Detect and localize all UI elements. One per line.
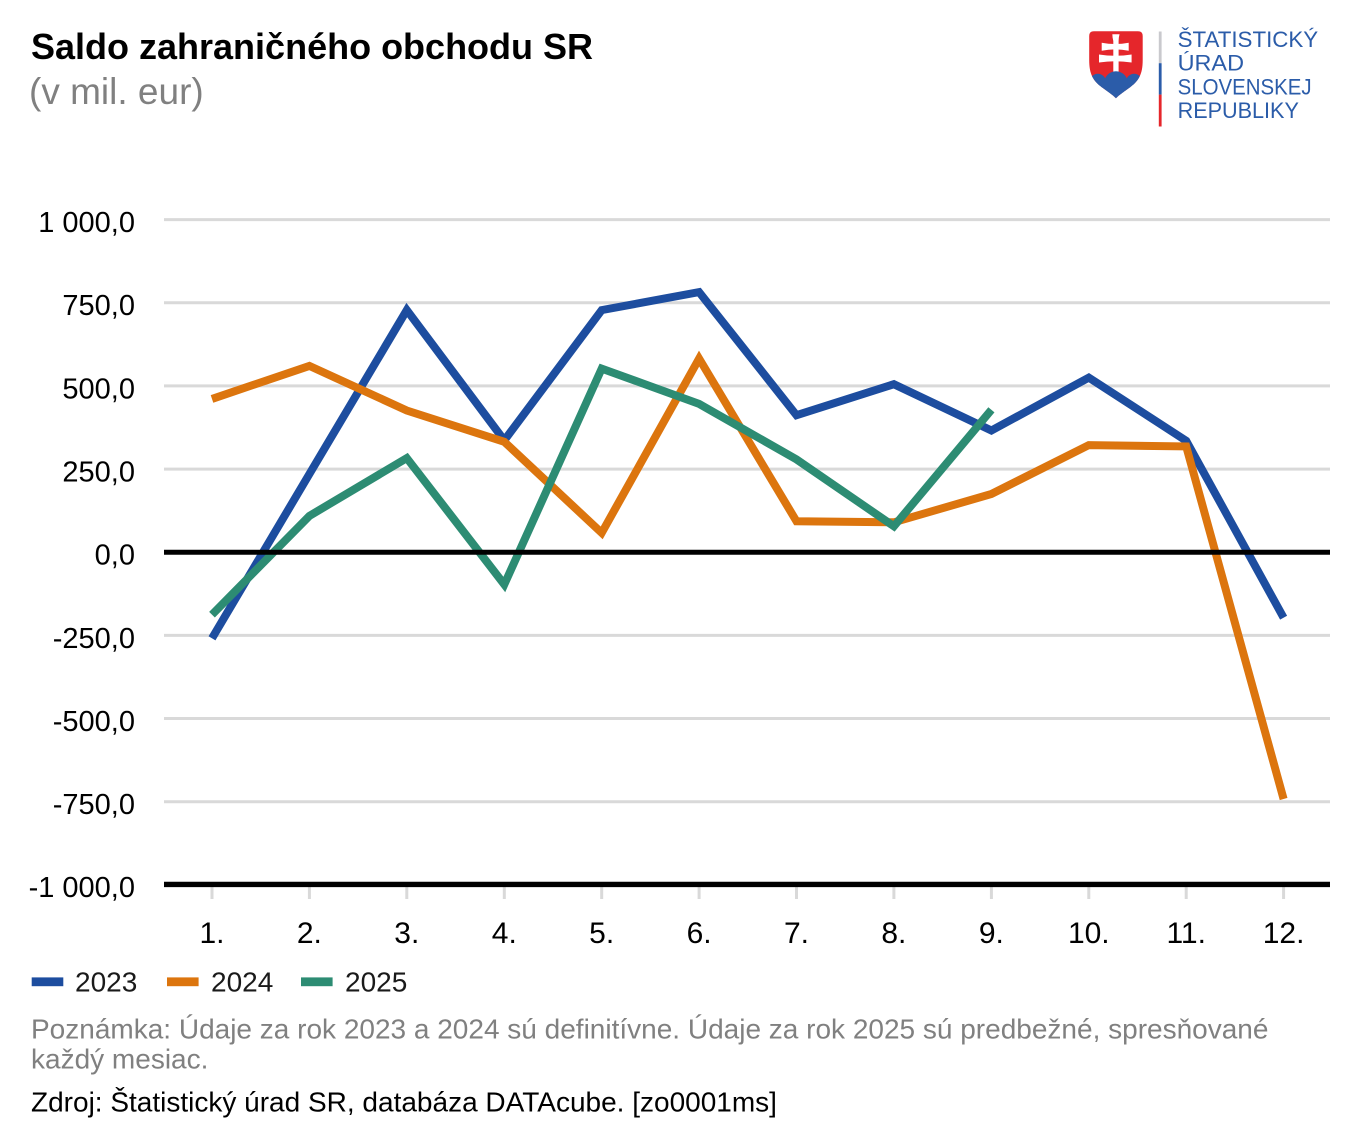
svg-text:500,0: 500,0 — [62, 373, 135, 405]
svg-text:0,0: 0,0 — [95, 540, 135, 572]
svg-text:5.: 5. — [589, 917, 614, 950]
svg-text:1.: 1. — [199, 917, 224, 950]
svg-text:10.: 10. — [1068, 917, 1110, 950]
svg-text:-250,0: -250,0 — [53, 623, 135, 655]
svg-text:ŠTATISTICKÝ: ŠTATISTICKÝ — [1178, 27, 1319, 52]
svg-text:-500,0: -500,0 — [53, 706, 135, 738]
svg-text:každý mesiac.: každý mesiac. — [31, 1043, 208, 1074]
svg-text:11.: 11. — [1166, 917, 1205, 950]
svg-text:-750,0: -750,0 — [53, 789, 135, 821]
svg-text:Saldo zahraničného obchodu SR: Saldo zahraničného obchodu SR — [31, 26, 593, 67]
svg-text:ÚRAD: ÚRAD — [1178, 51, 1244, 76]
svg-text:7.: 7. — [784, 917, 809, 950]
svg-text:12.: 12. — [1263, 917, 1305, 950]
svg-text:250,0: 250,0 — [62, 457, 135, 489]
svg-text:Zdroj: Štatistický úrad SR, da: Zdroj: Štatistický úrad SR, databáza DAT… — [31, 1087, 777, 1118]
svg-text:-1 000,0: -1 000,0 — [29, 872, 135, 904]
svg-text:3.: 3. — [394, 917, 419, 950]
svg-text:2.: 2. — [297, 917, 322, 950]
svg-text:Poznámka: Údaje za rok 2023 a: Poznámka: Údaje za rok 2023 a 2024 sú de… — [31, 1014, 1268, 1045]
svg-text:1 000,0: 1 000,0 — [38, 207, 135, 239]
svg-text:2024: 2024 — [211, 967, 273, 998]
svg-text:2023: 2023 — [75, 967, 137, 998]
svg-text:2025: 2025 — [345, 967, 407, 998]
svg-text:SLOVENSKEJ: SLOVENSKEJ — [1178, 74, 1312, 99]
svg-text:(v mil. eur): (v mil. eur) — [29, 71, 204, 112]
svg-text:4.: 4. — [492, 917, 517, 950]
svg-text:6.: 6. — [687, 917, 712, 950]
svg-text:750,0: 750,0 — [62, 290, 135, 322]
svg-text:9.: 9. — [979, 917, 1004, 950]
svg-text:8.: 8. — [881, 917, 906, 950]
svg-text:REPUBLIKY: REPUBLIKY — [1178, 98, 1300, 123]
